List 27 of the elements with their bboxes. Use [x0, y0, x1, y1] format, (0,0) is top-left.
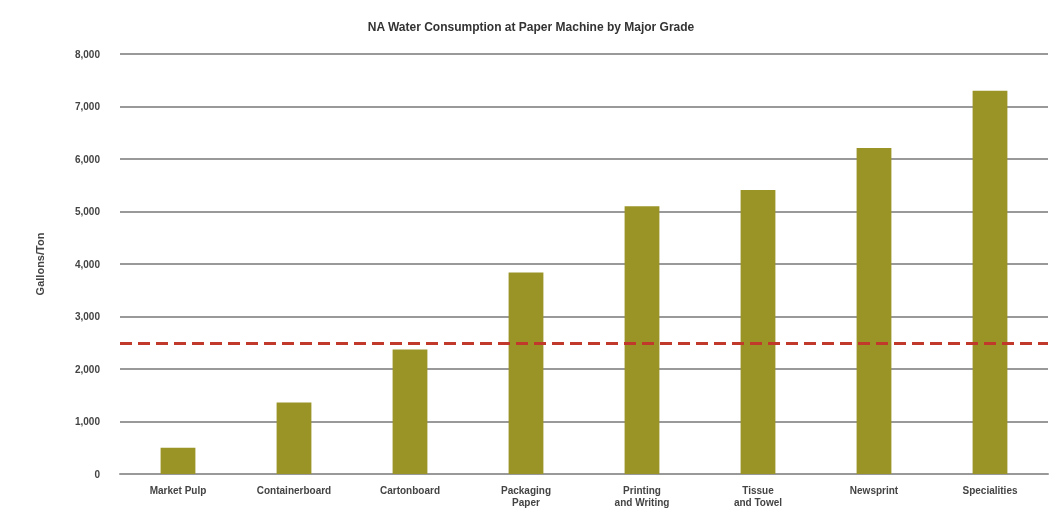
chart-title: NA Water Consumption at Paper Machine by Major Grade [367, 20, 695, 34]
y-tick-label: 7,000 [74, 101, 101, 112]
y-tick-label: 3,000 [74, 311, 101, 322]
bar [856, 147, 892, 474]
bar [972, 90, 1008, 474]
y-tick-label: 1,000 [74, 416, 101, 427]
y-tick-label: 4,000 [74, 258, 101, 270]
y-tick-label: 5,000 [74, 206, 101, 217]
x-tick-label: Cartonboard [380, 484, 440, 496]
bar [276, 402, 312, 474]
x-tick-label: Packaging Paper [500, 484, 552, 508]
y-axis-title: Gallons/Ton [33, 232, 46, 296]
y-tick-label: 8,000 [74, 48, 101, 60]
x-tick-label: Specialities [962, 484, 1018, 496]
x-tick-label: Tissue and Towel [733, 484, 783, 508]
bar [740, 189, 776, 474]
x-tick-label: Containerboard [256, 484, 332, 496]
y-tick-label: 2,000 [74, 363, 101, 375]
bar [160, 447, 196, 474]
x-tick-label: Newsprint [849, 484, 899, 496]
x-tick-label: Market Pulp [149, 484, 207, 496]
bar [624, 206, 660, 474]
bar [508, 272, 544, 474]
y-tick-label: 0 [94, 468, 101, 480]
y-tick-label: 6,000 [74, 153, 101, 165]
x-tick-label: Printing and Writing [614, 484, 670, 508]
bar [392, 349, 428, 474]
